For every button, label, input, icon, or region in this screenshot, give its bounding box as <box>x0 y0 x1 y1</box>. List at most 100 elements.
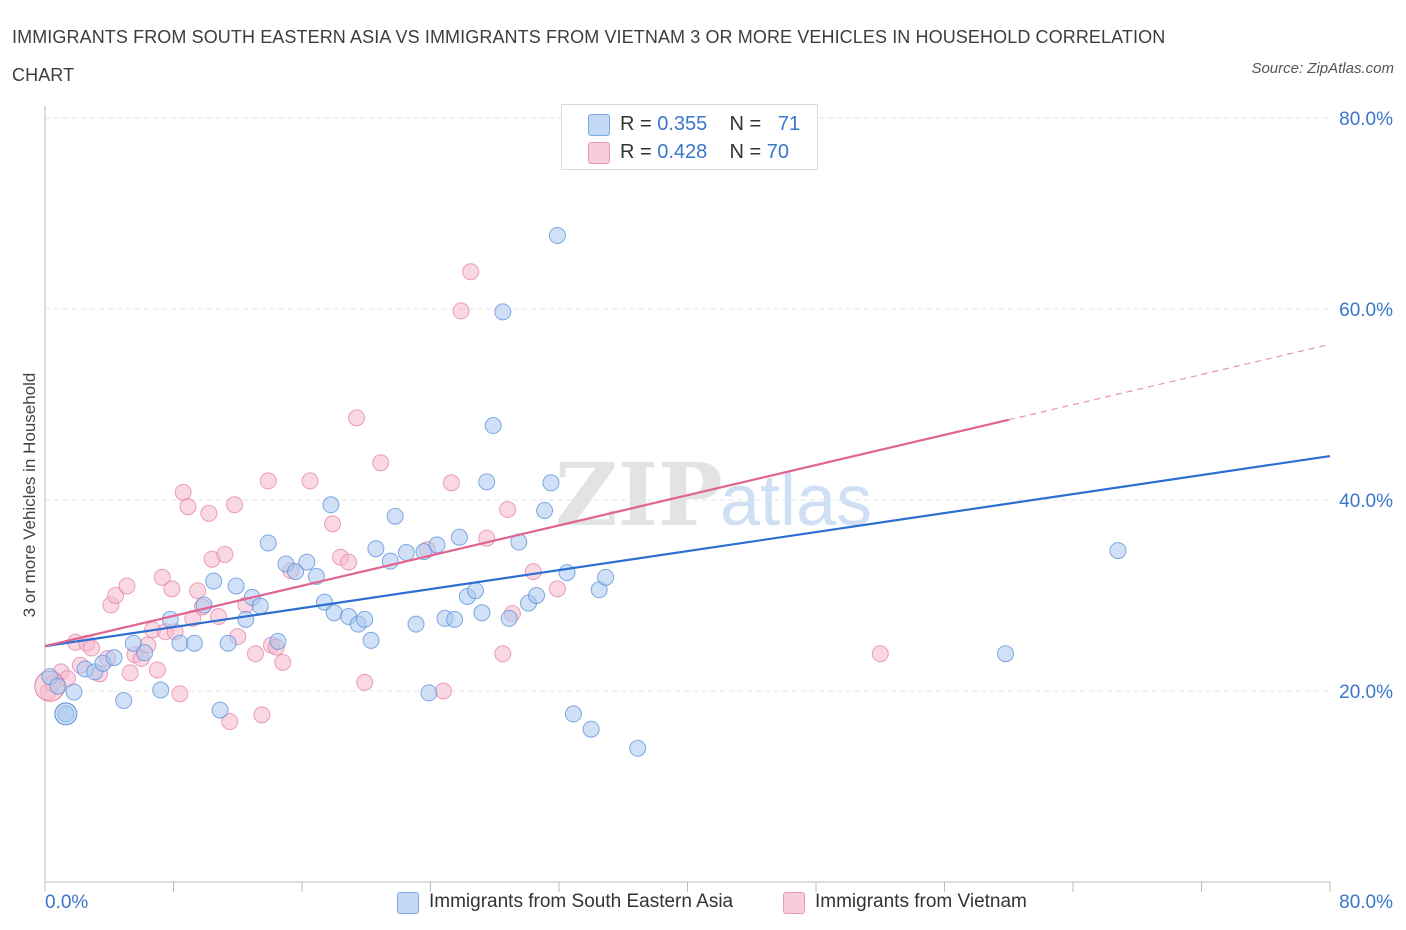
axes <box>44 106 1331 892</box>
sea-points <box>41 226 1127 757</box>
sea-point <box>582 720 600 738</box>
sea-point <box>367 540 385 558</box>
vietnam-point <box>434 682 452 700</box>
vietnam-point <box>200 504 218 522</box>
watermark-zip: ZIP <box>555 445 723 546</box>
sea-point <box>484 417 502 435</box>
y-tick-labels: 20.0% 40.0% 60.0% 80.0% <box>1339 109 1393 703</box>
vietnam-trend-line <box>44 418 1010 648</box>
legend-r-vietnam: 0.428 <box>657 141 708 163</box>
legend-n-sea: 71 <box>777 113 801 135</box>
vietnam-point <box>253 706 271 724</box>
vietnam-point <box>171 685 189 703</box>
y-tick-label: 20.0% <box>1339 682 1393 703</box>
vietnam-trend-extension <box>1008 343 1331 421</box>
sea-point <box>548 226 566 244</box>
vietnam-point <box>452 302 470 320</box>
sea-point <box>251 597 269 615</box>
sea-point <box>136 644 154 662</box>
bottom-legend-label-sea: Immigrants from South Eastern Asia <box>429 891 734 912</box>
sea-point <box>211 701 229 719</box>
sea-point <box>115 692 133 710</box>
legend-text-sea: R = 0.355 N = 71 <box>620 113 801 135</box>
legend-swatch-sea <box>588 114 610 136</box>
vietnam-point <box>189 582 207 600</box>
sea-point <box>49 677 67 695</box>
vietnam-point <box>216 545 234 563</box>
vietnam-point <box>871 645 889 663</box>
source-label: Source: ZipAtlas.com <box>1251 60 1394 77</box>
y-axis-label: 3 or more Vehicles in Household <box>20 372 39 618</box>
sea-point <box>450 528 468 546</box>
sea-point <box>65 683 83 701</box>
vietnam-point <box>494 645 512 663</box>
vietnam-point <box>121 664 139 682</box>
vietnam-point <box>442 474 460 492</box>
sea-point <box>597 568 615 586</box>
sea-point <box>362 631 380 649</box>
sea-point <box>997 645 1015 663</box>
y-tick-label: 80.0% <box>1339 109 1393 130</box>
vietnam-point <box>524 563 542 581</box>
sea-point <box>269 632 287 650</box>
legend-n-vietnam: 70 <box>766 141 790 163</box>
vietnam-point <box>153 568 171 586</box>
sea-point <box>322 496 340 514</box>
sea-point <box>542 474 560 492</box>
vietnam-point <box>548 580 566 598</box>
sea-point <box>528 587 546 604</box>
sea-point <box>227 577 245 595</box>
vietnam-point <box>348 409 366 427</box>
x-tick-label: 80.0% <box>1339 892 1393 913</box>
sea-point <box>1109 542 1127 560</box>
vietnam-point <box>259 472 277 490</box>
legend-swatch-vietnam <box>588 142 610 164</box>
sea-point <box>494 303 512 321</box>
watermark-atlas: atlas <box>720 461 872 541</box>
vietnam-point <box>356 673 374 691</box>
sea-point <box>478 473 496 491</box>
sea-point <box>629 739 647 757</box>
vietnam-point <box>226 496 244 514</box>
vietnam-point <box>118 577 136 595</box>
sea-point-large <box>54 702 78 726</box>
sea-point <box>386 507 404 525</box>
sea-point <box>124 634 142 652</box>
sea-point <box>407 615 425 633</box>
sea-point <box>161 610 179 628</box>
legend-r-sea: 0.355 <box>657 113 708 135</box>
vietnam-point <box>372 454 390 472</box>
vietnam-point <box>107 587 125 604</box>
sea-point <box>219 634 237 652</box>
sea-point <box>536 502 554 520</box>
sea-point <box>466 582 484 600</box>
y-tick-label: 60.0% <box>1339 300 1393 321</box>
x-tick-labels: 0.0% 80.0% <box>45 892 1393 913</box>
vietnam-point <box>324 515 342 533</box>
stats-legend: R = 0.355 N = 71 R = 0.428 N = 70 <box>561 104 818 170</box>
sea-point <box>105 649 123 667</box>
sea-point <box>298 553 316 571</box>
sea-point <box>500 609 518 627</box>
bottom-legend-swatch-vietnam <box>783 892 805 914</box>
sea-point <box>171 634 189 652</box>
sea-point <box>185 634 203 652</box>
vietnam-point <box>163 580 181 598</box>
vietnam-point <box>340 553 358 571</box>
sea-point <box>152 681 170 699</box>
sea-point <box>259 534 277 552</box>
sea-point <box>287 563 305 581</box>
sea-point <box>473 604 491 622</box>
y-tick-label: 40.0% <box>1339 491 1393 512</box>
trend-lines <box>44 343 1331 648</box>
sea-point <box>205 572 223 590</box>
vietnam-point <box>83 639 101 657</box>
legend-text-vietnam: R = 0.428 N = 70 <box>620 141 790 163</box>
vietnam-point <box>221 713 239 731</box>
bottom-legend-label-vietnam: Immigrants from Vietnam <box>815 891 1027 912</box>
sea-point <box>397 544 415 562</box>
vietnam-point <box>246 645 264 663</box>
vietnam-point <box>462 263 480 281</box>
chart-title: IMMIGRANTS FROM SOUTH EASTERN ASIA VS IM… <box>12 27 1166 85</box>
